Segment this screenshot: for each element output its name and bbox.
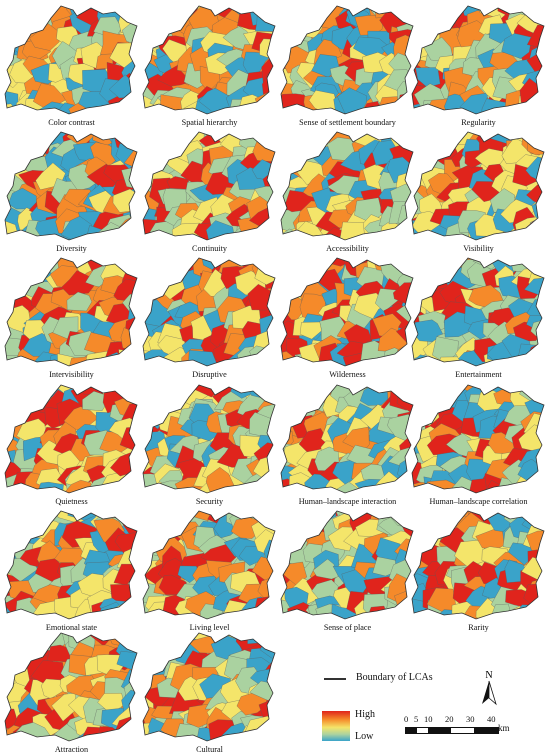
map-panel: Security: [141, 383, 278, 507]
map-label: Color contrast: [48, 118, 95, 127]
north-label: N: [485, 670, 492, 681]
choropleth-map: [411, 131, 545, 241]
map-panel: Cultural: [141, 631, 278, 755]
choropleth-map: [4, 510, 138, 620]
map-panel: Continuity: [141, 130, 278, 254]
scale-bar: [405, 727, 499, 734]
map-label: Quietness: [55, 497, 88, 506]
map-panel: Attraction: [3, 631, 140, 755]
map-label: Intervisibility: [49, 370, 94, 379]
choropleth-map: [280, 257, 414, 367]
choropleth-map: [4, 632, 138, 742]
map-panel: Regularity: [410, 4, 547, 128]
choropleth-map: [411, 510, 545, 620]
map-panel: Living level: [141, 509, 278, 633]
map-panel: Color contrast: [3, 4, 140, 128]
map-panel: Accessibility: [279, 130, 416, 254]
scale-tick: 0: [404, 714, 409, 724]
choropleth-map: [280, 384, 414, 494]
choropleth-map: [280, 510, 414, 620]
map-panel: Human–landscape interaction: [279, 383, 416, 507]
choropleth-map: [142, 131, 276, 241]
north-arrow-icon: N: [482, 670, 497, 706]
choropleth-map: [411, 257, 545, 367]
ramp-low-label: Low: [355, 731, 374, 742]
map-label: Spatial hierarchy: [181, 118, 238, 127]
map-label: Rarity: [468, 623, 489, 632]
map-panel: Sense of place: [279, 509, 416, 633]
choropleth-map: [142, 257, 276, 367]
map-panel: Intervisibility: [3, 256, 140, 380]
map-label: Disruptive: [192, 370, 227, 379]
map-panel: Entertainment: [410, 256, 547, 380]
choropleth-map: [4, 5, 138, 115]
map-label: Security: [195, 497, 224, 506]
map-label: Diversity: [56, 244, 87, 253]
choropleth-map: [142, 5, 276, 115]
choropleth-map: [4, 257, 138, 367]
boundary-legend-label: Boundary of LCAs: [356, 672, 433, 683]
map-panel: Rarity: [410, 509, 547, 633]
map-label: Visibility: [463, 244, 494, 253]
color-ramp: [322, 711, 350, 741]
choropleth-map: [411, 5, 545, 115]
map-label: Attraction: [54, 745, 89, 754]
map-panel: Quietness: [3, 383, 140, 507]
map-label: Human–landscape correlation: [429, 497, 528, 506]
scale-tick: 10: [424, 714, 433, 724]
choropleth-map: [280, 5, 414, 115]
scale-tick: 5: [414, 714, 419, 724]
map-panel: Spatial hierarchy: [141, 4, 278, 128]
map-panel: Human–landscape correlation: [410, 383, 547, 507]
map-panel: Disruptive: [141, 256, 278, 380]
ramp-high-label: High: [355, 709, 375, 720]
scale-unit: km: [498, 723, 510, 733]
map-panel: Emotional state: [3, 509, 140, 633]
map-label: Sense of settlement boundary: [299, 118, 396, 127]
map-panel: Visibility: [410, 130, 547, 254]
choropleth-map: [4, 384, 138, 494]
map-panel: Wilderness: [279, 256, 416, 380]
map-label: Entertainment: [455, 370, 502, 379]
scale-tick: 20: [445, 714, 454, 724]
map-label: Sense of place: [323, 623, 372, 632]
map-label: Continuity: [191, 244, 228, 253]
choropleth-map: [411, 384, 545, 494]
scale-tick: 30: [466, 714, 475, 724]
map-label: Living level: [189, 623, 230, 632]
map-label: Human–landscape interaction: [298, 497, 397, 506]
map-label: Emotional state: [45, 623, 98, 632]
map-label: Cultural: [196, 745, 223, 754]
choropleth-map: [280, 131, 414, 241]
map-label: Wilderness: [329, 370, 366, 379]
choropleth-map: [142, 510, 276, 620]
choropleth-map: [142, 632, 276, 742]
choropleth-map: [142, 384, 276, 494]
map-panel: Diversity: [3, 130, 140, 254]
map-label: Regularity: [461, 118, 496, 127]
map-panel: Sense of settlement boundary: [279, 4, 416, 128]
scale-tick: 40: [487, 714, 496, 724]
boundary-legend-line: [324, 678, 346, 680]
map-label: Accessibility: [326, 244, 369, 253]
choropleth-map: [4, 131, 138, 241]
